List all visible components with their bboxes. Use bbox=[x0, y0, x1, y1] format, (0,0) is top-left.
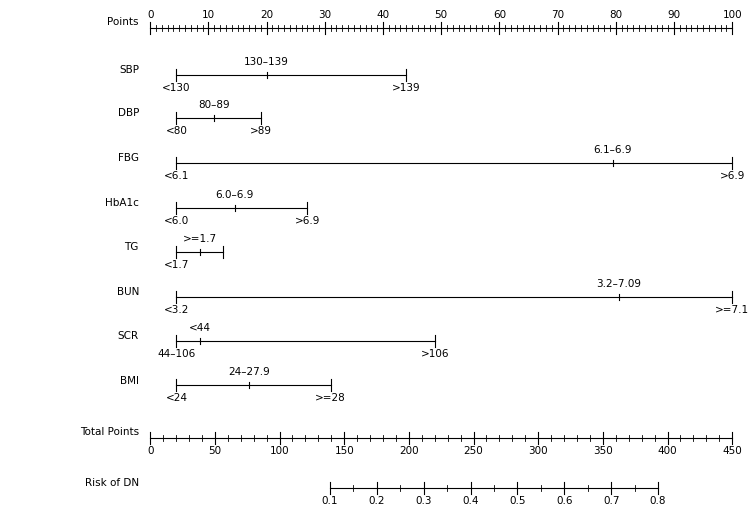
Text: 0: 0 bbox=[147, 446, 153, 456]
Text: >=1.7: >=1.7 bbox=[182, 234, 217, 244]
Text: <130: <130 bbox=[162, 83, 191, 93]
Text: >=28: >=28 bbox=[315, 393, 346, 403]
Text: <6.0: <6.0 bbox=[164, 216, 189, 226]
Text: 60: 60 bbox=[493, 10, 506, 20]
Text: 150: 150 bbox=[334, 446, 354, 456]
Text: 300: 300 bbox=[529, 446, 548, 456]
Text: TG: TG bbox=[125, 242, 139, 252]
Text: Points: Points bbox=[107, 17, 139, 27]
Text: 0.1: 0.1 bbox=[321, 496, 338, 506]
Text: 0.4: 0.4 bbox=[463, 496, 479, 506]
Text: SCR: SCR bbox=[118, 331, 139, 341]
Text: 30: 30 bbox=[318, 10, 331, 20]
Text: 50: 50 bbox=[435, 10, 448, 20]
Text: 0.8: 0.8 bbox=[650, 496, 666, 506]
Text: >=7.1: >=7.1 bbox=[715, 305, 749, 315]
Text: 400: 400 bbox=[658, 446, 677, 456]
Text: 24–27.9: 24–27.9 bbox=[228, 367, 270, 377]
Text: >89: >89 bbox=[250, 126, 272, 136]
Text: 70: 70 bbox=[551, 10, 564, 20]
Text: BUN: BUN bbox=[116, 287, 139, 297]
Text: SBP: SBP bbox=[119, 65, 139, 75]
Text: <24: <24 bbox=[165, 393, 188, 403]
Text: Risk of DN: Risk of DN bbox=[85, 478, 139, 488]
Text: <80: <80 bbox=[165, 126, 187, 136]
Text: 200: 200 bbox=[399, 446, 419, 456]
Text: HbA1c: HbA1c bbox=[105, 198, 139, 208]
Text: 0.6: 0.6 bbox=[556, 496, 572, 506]
Text: 44–106: 44–106 bbox=[157, 349, 195, 359]
Text: 0: 0 bbox=[147, 10, 153, 20]
Text: 250: 250 bbox=[463, 446, 484, 456]
Text: 90: 90 bbox=[668, 10, 680, 20]
Text: 3.2–7.09: 3.2–7.09 bbox=[596, 279, 641, 289]
Text: <6.1: <6.1 bbox=[164, 171, 189, 181]
Text: <3.2: <3.2 bbox=[164, 305, 189, 315]
Text: Total Points: Total Points bbox=[80, 427, 139, 437]
Text: 6.1–6.9: 6.1–6.9 bbox=[593, 145, 632, 155]
Text: 80–89: 80–89 bbox=[198, 100, 230, 110]
Text: >106: >106 bbox=[421, 349, 450, 359]
Text: 0.3: 0.3 bbox=[415, 496, 432, 506]
Text: 40: 40 bbox=[376, 10, 390, 20]
Text: 350: 350 bbox=[593, 446, 613, 456]
Text: 50: 50 bbox=[208, 446, 222, 456]
Text: 130–139: 130–139 bbox=[244, 57, 289, 67]
Text: 6.0–6.9: 6.0–6.9 bbox=[216, 190, 254, 200]
Text: 0.2: 0.2 bbox=[369, 496, 385, 506]
Text: BMI: BMI bbox=[120, 376, 139, 386]
Text: 20: 20 bbox=[260, 10, 273, 20]
Text: <1.7: <1.7 bbox=[164, 260, 189, 270]
Text: >139: >139 bbox=[392, 83, 421, 93]
Text: 100: 100 bbox=[722, 10, 742, 20]
Text: 0.7: 0.7 bbox=[603, 496, 620, 506]
Text: 100: 100 bbox=[270, 446, 289, 456]
Text: DBP: DBP bbox=[118, 108, 139, 118]
Text: >6.9: >6.9 bbox=[294, 216, 320, 226]
Text: >6.9: >6.9 bbox=[719, 171, 745, 181]
Text: 0.5: 0.5 bbox=[509, 496, 526, 506]
Text: 80: 80 bbox=[609, 10, 623, 20]
Text: FBG: FBG bbox=[118, 153, 139, 163]
Text: 450: 450 bbox=[722, 446, 742, 456]
Text: <44: <44 bbox=[189, 323, 211, 333]
Text: 10: 10 bbox=[202, 10, 215, 20]
